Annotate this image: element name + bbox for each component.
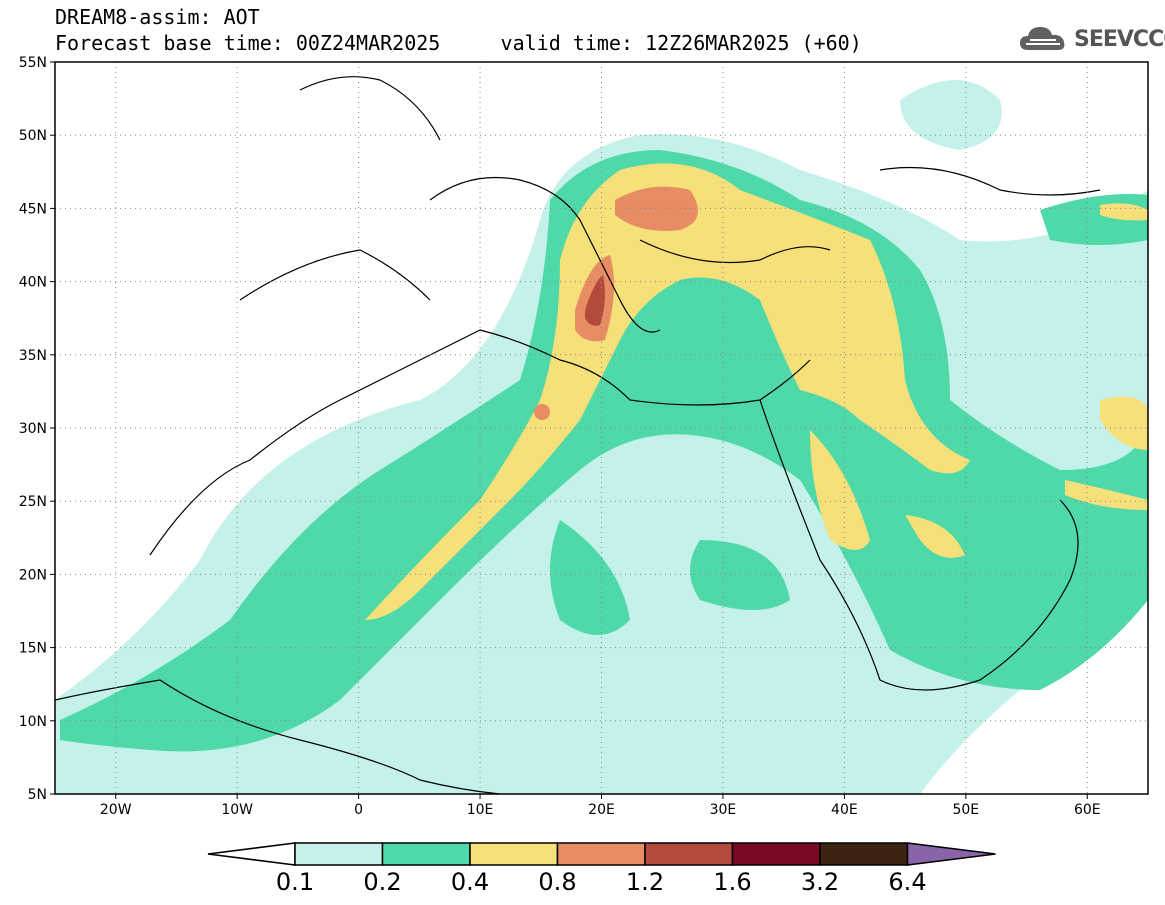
cloud-icon	[1020, 27, 1065, 50]
coastlines	[55, 76, 1101, 794]
lon-label: 20E	[588, 802, 615, 818]
latitude-labels: 55N 50N 45N 40N 35N 30N 25N 20N 15N 10N 5N	[19, 55, 55, 803]
lat-label: 5N	[28, 787, 47, 803]
colorbar-segment	[644, 842, 734, 866]
colorbar-label: 0.1	[275, 868, 315, 896]
colorbar-label: 0.8	[538, 868, 577, 896]
lat-label: 45N	[19, 201, 47, 217]
lat-label: 10N	[19, 714, 47, 730]
lon-label: 40E	[831, 802, 858, 818]
colorbar-label: 0.2	[363, 868, 402, 896]
lon-label: 50E	[952, 802, 979, 818]
colorbar-over-triangle	[906, 842, 996, 866]
lat-label: 30N	[19, 421, 47, 437]
lat-label: 15N	[19, 641, 47, 657]
colorbar-segment	[819, 842, 909, 866]
aot-level-0.4	[365, 163, 1148, 621]
lon-label: 30E	[710, 802, 737, 818]
colorbar-segment	[381, 842, 471, 866]
colorbar-under-triangle	[207, 842, 296, 866]
colorbar-segment	[731, 842, 821, 866]
valid-time: valid time: 12Z26MAR2025 (+60)	[500, 31, 862, 55]
lat-label: 40N	[19, 275, 47, 291]
colorbar-segment	[556, 842, 646, 866]
lat-label: 55N	[19, 55, 47, 71]
lon-label: 20W	[100, 802, 132, 818]
logo-text: SEEVCCC	[1074, 26, 1165, 52]
colorbar-label: 1.2	[625, 868, 665, 896]
lat-label: 35N	[19, 348, 47, 364]
lon-label: 0	[354, 802, 363, 818]
colorbar	[207, 842, 996, 866]
lat-label: 20N	[19, 567, 47, 583]
longitude-labels: 20W 10W 0 10E 20E 30E 40E 50E 60E	[100, 794, 1101, 818]
lon-label: 60E	[1074, 802, 1101, 818]
colorbar-segment	[469, 842, 559, 866]
lon-label: 10E	[467, 802, 494, 818]
colorbar-label: 3.2	[800, 868, 840, 896]
aot-level-1.2	[585, 275, 605, 326]
lat-label: 50N	[19, 128, 47, 144]
aot-field	[55, 76, 1148, 794]
colorbar-label: 1.6	[713, 868, 752, 896]
colorbar-segment	[294, 842, 384, 866]
lat-label: 25N	[19, 494, 47, 510]
gridlines	[55, 62, 1148, 794]
colorbar-label: 6.4	[888, 868, 927, 896]
seevccc-logo: SEEVCCC	[1018, 22, 1165, 56]
colorbar-label: 0.4	[450, 868, 490, 896]
map-title: DREAM8-assim: AOT	[55, 5, 260, 29]
time-info: Forecast base time: 00Z24MAR2025 valid t…	[55, 32, 862, 54]
base-time: Forecast base time: 00Z24MAR2025	[55, 31, 441, 55]
lon-label: 10W	[221, 802, 253, 818]
